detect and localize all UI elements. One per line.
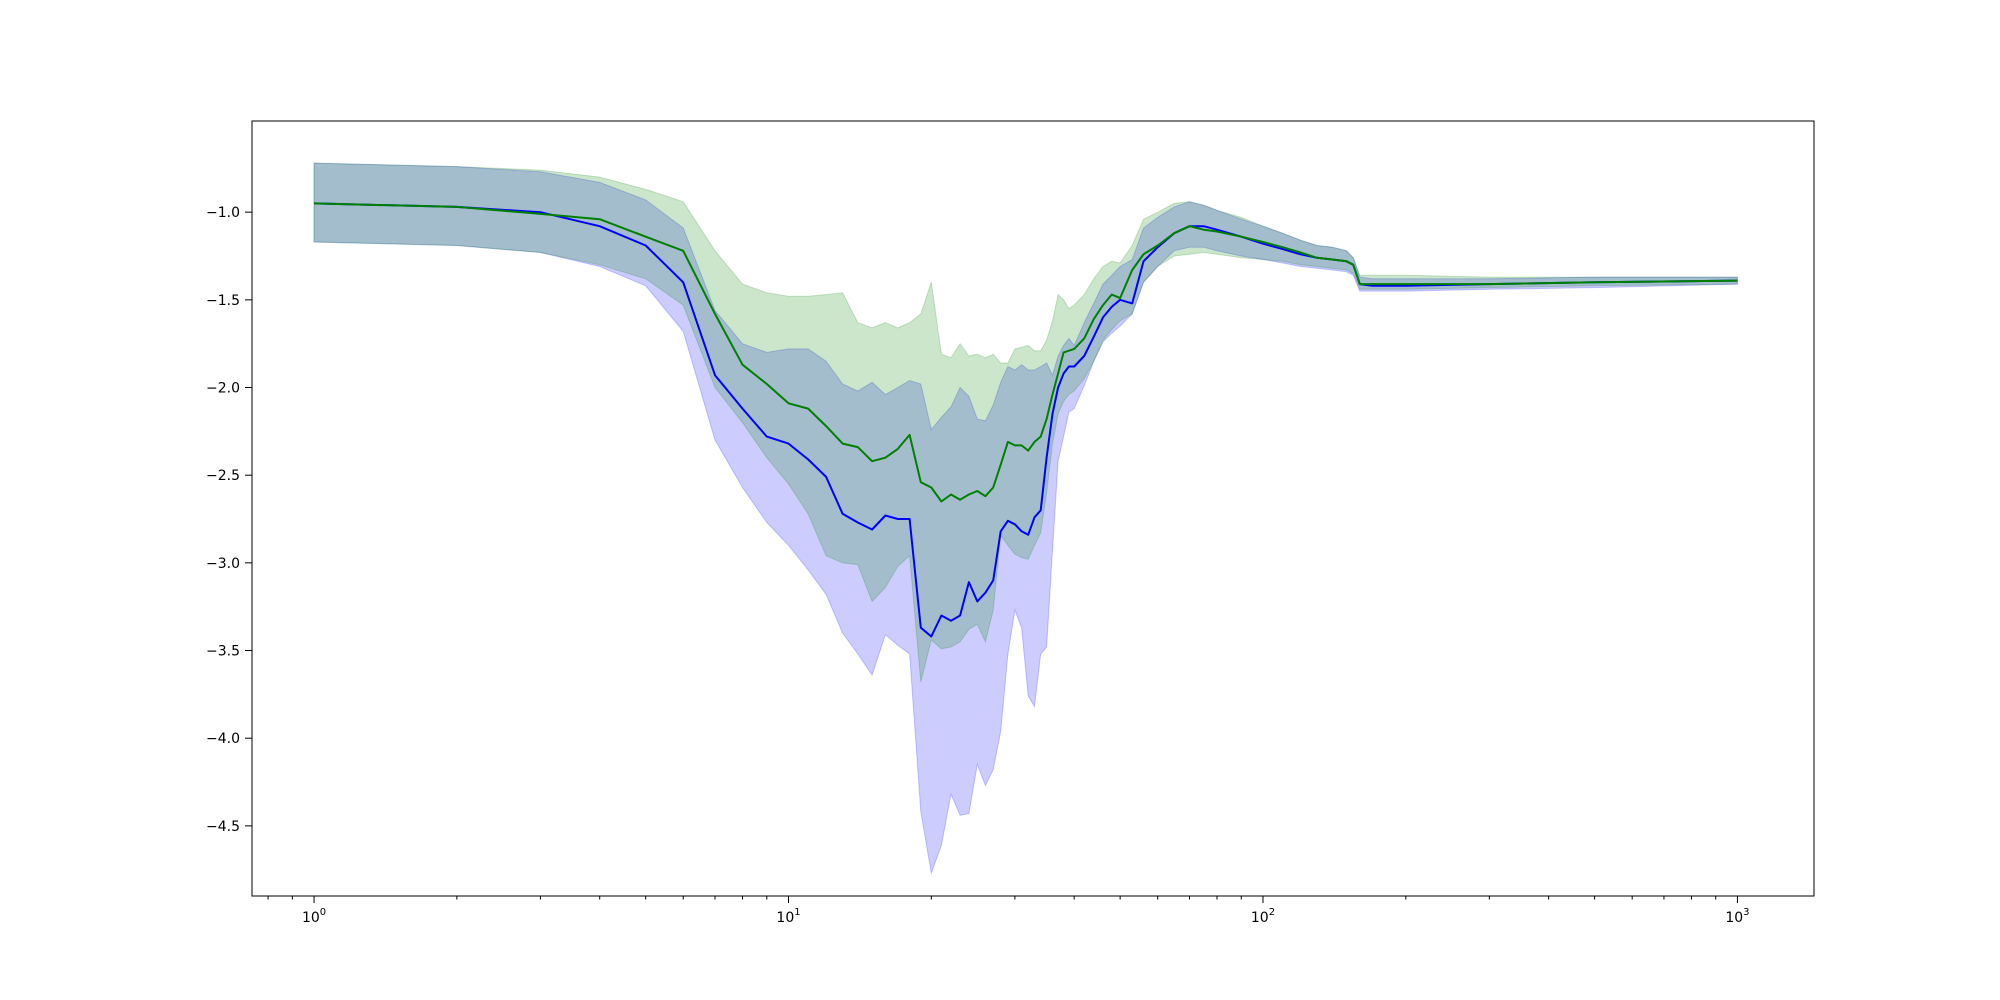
y-axis: −1.0 −1.5 −2.0 −2.5 −3.0 −3.5 −4.0 −4.5 — [206, 205, 252, 835]
y-tick-label: −3.0 — [206, 556, 240, 572]
x-tick-label: 102 — [1251, 907, 1275, 926]
series-1-band — [313, 162, 1738, 683]
y-tick-label: −4.5 — [206, 819, 240, 835]
x-tick-label: 101 — [776, 907, 800, 926]
plot-frame — [251, 120, 1815, 897]
y-tick-label: −4.0 — [206, 731, 240, 747]
y-tick-label: −3.5 — [206, 644, 240, 660]
x-axis: 100 101 102 103 — [267, 896, 1750, 926]
series-0-band — [313, 162, 1738, 876]
series-0-line — [313, 202, 1738, 638]
series-lines — [313, 202, 1738, 638]
x-tick-label: 103 — [1725, 907, 1749, 926]
y-tick-label: −2.5 — [206, 468, 240, 484]
y-tick-label: −2.0 — [206, 381, 240, 397]
confidence-bands — [313, 162, 1738, 876]
y-tick-label: −1.5 — [206, 293, 240, 309]
series-1-line — [313, 202, 1738, 503]
y-tick-label: −1.0 — [206, 205, 240, 221]
plot-area — [252, 121, 1814, 896]
x-tick-label: 100 — [302, 907, 326, 926]
